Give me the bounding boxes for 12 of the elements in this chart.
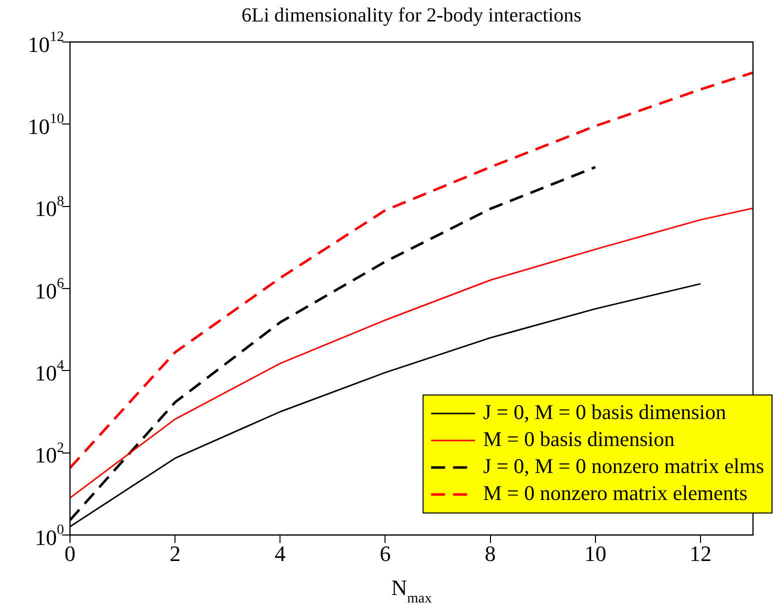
legend-label: J = 0, M = 0 basis dimension <box>483 400 727 424</box>
x-tick-label: 10 <box>584 540 606 566</box>
chart-title: 6Li dimensionality for 2-body interactions <box>242 4 582 26</box>
legend-label: M = 0 basis dimension <box>483 427 676 452</box>
legend-label: M = 0 nonzero matrix elements <box>483 481 748 506</box>
x-tick-label: 2 <box>170 540 181 566</box>
x-tick-label: 0 <box>64 540 76 566</box>
legend-label: J = 0, M = 0 nonzero matrix elms <box>483 454 764 478</box>
x-tick-label: 8 <box>484 540 496 566</box>
x-tick-label: 12 <box>689 540 712 566</box>
x-tick-label: 4 <box>274 540 286 566</box>
x-tick-label: 6 <box>380 540 391 566</box>
